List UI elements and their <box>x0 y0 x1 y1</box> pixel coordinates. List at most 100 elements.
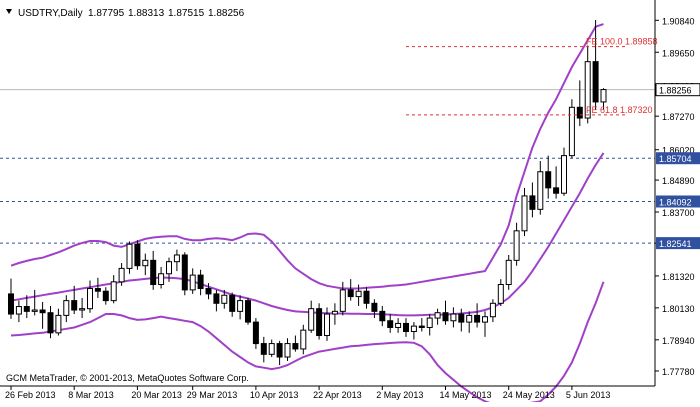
candle-body-bull <box>237 300 244 312</box>
candle <box>126 241 133 274</box>
candle-body-bull <box>505 259 512 286</box>
candle <box>300 324 307 355</box>
candle <box>87 280 93 313</box>
candle <box>497 279 504 306</box>
candle-body-bull <box>284 343 291 358</box>
candle-body-bear <box>592 61 599 103</box>
candle-body-bear <box>292 343 299 350</box>
candle <box>387 314 394 333</box>
candle <box>537 160 544 215</box>
candle <box>592 20 599 110</box>
candle <box>23 295 30 319</box>
x-tick-label: 2 May 2013 <box>376 390 423 400</box>
candle-body-bull <box>308 308 315 331</box>
candle-body-bull <box>410 325 417 332</box>
x-tick-label: 5 Jun 2013 <box>566 390 611 400</box>
ohlc-open-value: 1.87795 <box>88 8 125 19</box>
candle-body-bear <box>545 171 552 189</box>
y-tick-label: 1.81320 <box>662 272 695 282</box>
candle-body-bear <box>245 300 251 323</box>
x-tick-label: 26 Feb 2013 <box>5 390 56 400</box>
candle <box>47 305 54 339</box>
x-axis: 26 Feb 2013 8 Mar 2013 20 Mar 2013 29 Mar 2… <box>5 386 610 400</box>
current-price-box <box>656 83 700 96</box>
candle-body-bull <box>537 171 544 210</box>
candle <box>568 99 575 159</box>
current-price-outline <box>655 83 700 97</box>
candle <box>189 268 196 294</box>
candle-body-bear <box>403 322 409 332</box>
candle-body-bull <box>521 195 528 232</box>
x-tick-label: 22 Apr 2013 <box>313 390 362 400</box>
candle <box>134 240 141 270</box>
candle <box>71 285 78 315</box>
candle <box>197 269 204 296</box>
candle <box>252 318 259 349</box>
candle-body-bull <box>173 254 180 263</box>
candle <box>576 80 583 127</box>
candle-body-bull <box>434 312 441 319</box>
y-axis: 1.908401.896501.884201.872701.860201.848… <box>655 16 700 377</box>
candle <box>63 295 70 323</box>
ohlc-close-value: 1.88256 <box>208 8 245 19</box>
candle-body-bull <box>482 316 488 323</box>
candle-body-bear <box>371 302 378 312</box>
candle <box>15 300 22 323</box>
candle <box>260 336 267 363</box>
candle-body-bull <box>466 314 473 323</box>
x-tick-label: 10 Apr 2013 <box>250 390 299 400</box>
candle-body-bull <box>31 309 38 312</box>
candle <box>102 287 109 305</box>
candle <box>505 254 512 290</box>
x-tick-label: 24 May 2013 <box>503 390 555 400</box>
candle <box>513 222 520 266</box>
candle-body-bear <box>529 195 536 210</box>
candle-body-bull <box>189 274 196 291</box>
candle-body-bear <box>379 310 386 322</box>
candle-body-bear <box>47 312 54 334</box>
candle <box>181 252 188 296</box>
candle <box>284 338 291 362</box>
candle-body-bull <box>63 300 70 316</box>
candle <box>434 308 441 325</box>
level-price-1-label: 1.84092 <box>659 197 692 207</box>
candle <box>292 335 299 352</box>
candle-body-bear <box>316 308 323 337</box>
candle <box>489 299 496 323</box>
candle <box>118 263 125 286</box>
candle <box>482 311 488 337</box>
y-tick-label: 1.78940 <box>662 336 695 346</box>
candle-body-bull <box>395 322 402 328</box>
candle-body-bear <box>102 290 109 302</box>
candle-body-bear <box>134 243 141 267</box>
candle-body-bear <box>71 300 78 311</box>
y-tick-label: 1.89650 <box>662 48 695 58</box>
candle <box>418 318 425 332</box>
candle <box>347 279 354 301</box>
candle-body-bull <box>300 329 307 350</box>
candle-body-bull <box>489 302 496 318</box>
candle <box>324 307 330 341</box>
level-price-0-label: 1.85704 <box>659 154 692 164</box>
fibonacci-layer: FE 100.0 1.89858 FE 61.8 1.87320 <box>406 37 658 116</box>
candle <box>237 295 244 320</box>
x-tick-label: 20 Mar 2013 <box>131 390 182 400</box>
candle-body-bull <box>221 294 228 304</box>
candle-body-bear <box>442 312 449 322</box>
candle-body-bear <box>23 306 30 312</box>
candle-body-bull <box>166 261 172 275</box>
candle <box>363 287 370 309</box>
candle-body-bear <box>387 320 394 328</box>
candle-body-bull <box>110 281 117 302</box>
candle-body-bear <box>576 106 583 119</box>
candle-body-bear <box>347 289 354 298</box>
x-tick-label: 8 Mar 2013 <box>68 390 114 400</box>
candle-body-bull <box>331 310 338 315</box>
watermark-text: GCM MetaTrader, © 2001-2013, MetaQuotes … <box>6 373 249 383</box>
candle <box>600 88 607 110</box>
candle <box>355 284 362 306</box>
y-tick-label: 1.87270 <box>662 112 695 122</box>
candle-body-bear <box>39 309 46 314</box>
